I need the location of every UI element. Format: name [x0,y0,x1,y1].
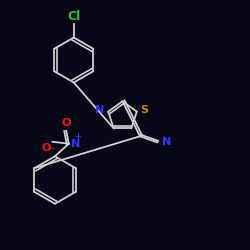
Text: O: O [41,143,50,153]
Text: N: N [162,137,171,147]
Text: N: N [71,139,81,149]
Text: S: S [140,105,148,115]
Text: Cl: Cl [67,10,80,23]
Text: +: + [74,132,81,141]
Text: N: N [95,105,104,115]
Text: O: O [62,118,71,128]
Text: ⁻: ⁻ [49,146,55,156]
